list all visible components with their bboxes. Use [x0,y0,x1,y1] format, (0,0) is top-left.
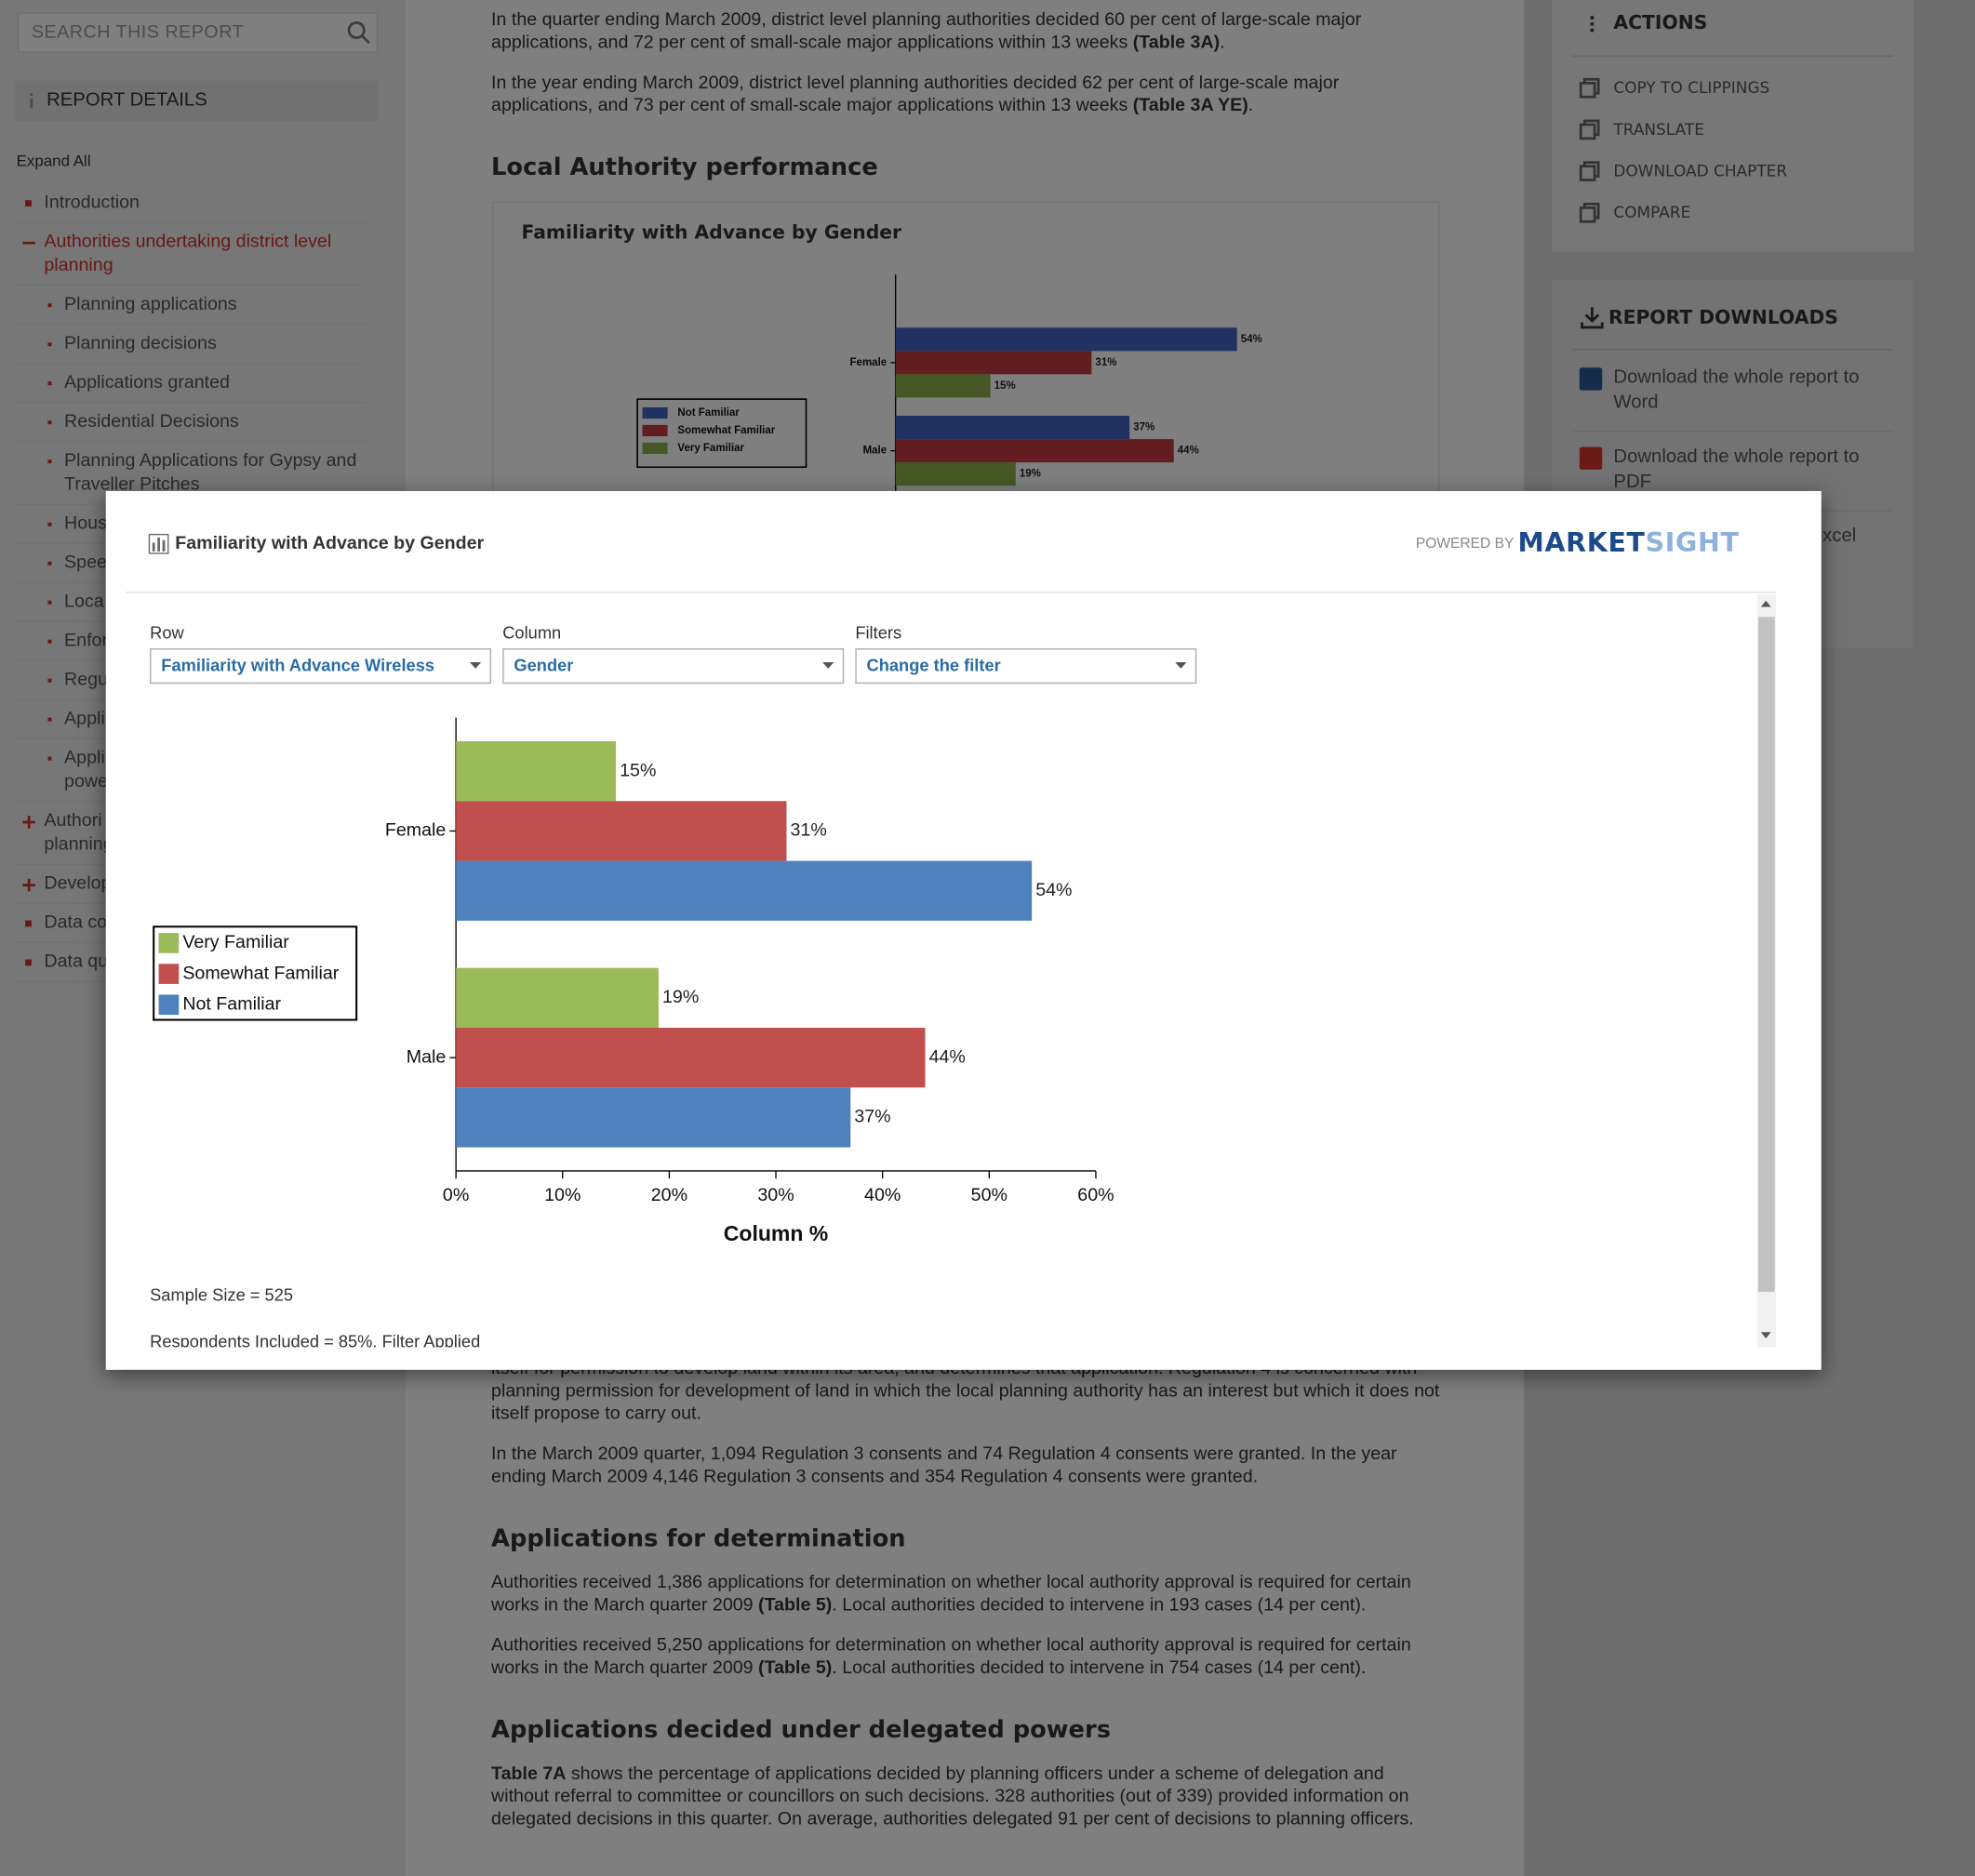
legend-swatch [158,994,180,1016]
legend-swatch [158,964,180,984]
value-label: 31% [791,820,827,841]
control-label: Filters [855,623,902,643]
bar [456,860,1033,921]
dropdown-value[interactable]: Change the filter [866,656,1001,675]
sample-size: Sample Size = 525 [150,1285,294,1305]
modal-chart: Female 15% 31% 54% Male 19% 44% 37% 0% 10% 20% 30% 4… [153,717,1114,1245]
value-label: 37% [854,1107,890,1127]
x-tick-label: 10% [544,1185,580,1205]
bar [456,967,659,1028]
dropdown-arrow [822,662,834,669]
category-label: Male [407,1046,447,1067]
x-tick-label: 30% [757,1185,794,1205]
value-label: 19% [662,987,699,1007]
modal-title: Familiarity with Advance by Gender [175,533,485,554]
x-tick-label: 0% [443,1185,469,1205]
scroll-down [1760,1332,1771,1338]
value-label: 15% [620,760,656,780]
dropdown-arrow [1175,662,1187,669]
x-tick-label: 40% [864,1185,901,1205]
dropdown[interactable] [150,648,492,685]
powered-by: POWERED BY [1415,536,1515,552]
chart-icon [148,533,169,554]
modal [105,490,1822,1370]
value-label: 44% [929,1046,966,1067]
x-axis-label: Column % [724,1221,828,1245]
brand: MARKETSIGHT [1518,525,1740,560]
dropdown[interactable] [502,648,845,685]
bar [456,740,617,802]
legend-label: Not Familiar [182,993,281,1014]
brand-part: MARKET [1517,527,1646,558]
modal-body: Row Familiarity with Advance Wireless Colu… [126,594,1756,1348]
legend-box [153,925,358,1021]
dropdown-value[interactable]: Familiarity with Advance Wireless [161,656,435,675]
legend-label: Somewhat Familiar [182,963,339,983]
legend-label: Very Familiar [182,932,289,952]
scrollbar-thumb [1758,617,1775,1292]
x-tick-label: 50% [971,1185,1008,1205]
dropdown-value[interactable]: Gender [514,656,574,675]
dropdown-arrow [470,662,482,669]
x-tick-label: 20% [651,1185,687,1205]
dropdown[interactable] [855,648,1197,685]
category-label: Female [385,820,447,841]
modal-content: Row Familiarity with Advance Wireless Colu… [126,594,1756,1348]
bar [456,801,787,861]
brand-part: SIGHT [1645,527,1740,558]
x-tick-label: 60% [1077,1185,1114,1205]
control-label: Row [150,623,184,643]
value-label: 54% [1035,880,1072,900]
bar [456,1027,926,1088]
control-label: Column [502,623,562,643]
scroll-up [1760,600,1771,607]
respondents: Respondents Included = 85%, Filter Appli… [150,1332,481,1348]
bar [456,1087,851,1148]
legend-swatch [158,933,180,953]
